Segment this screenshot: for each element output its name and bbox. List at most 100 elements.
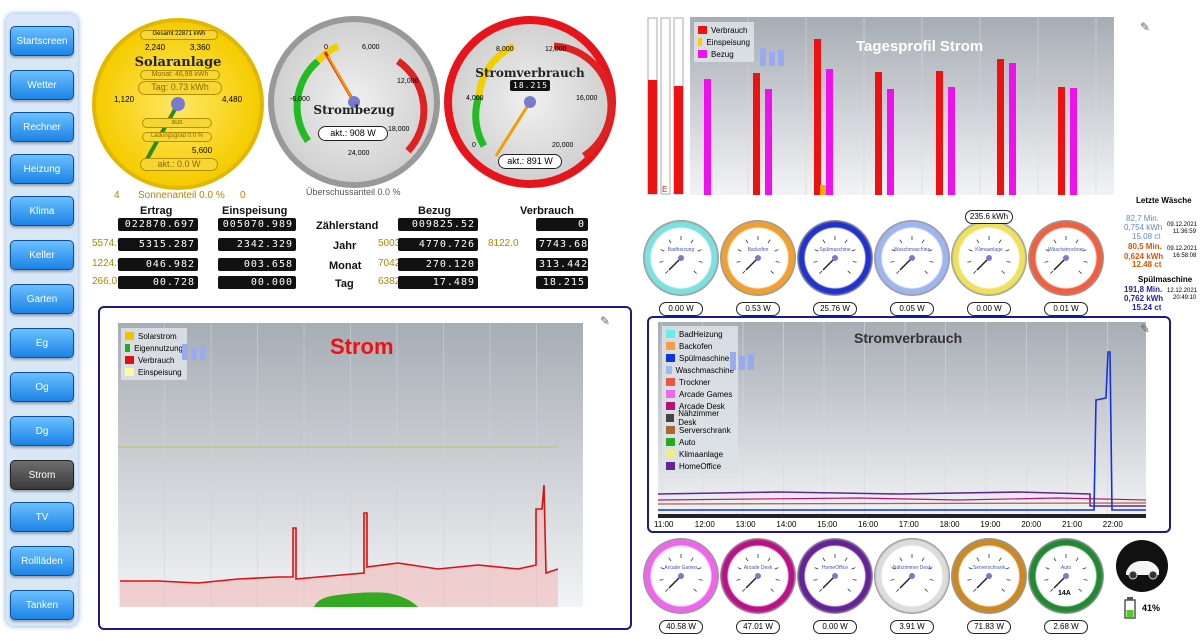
legend-item: Trockner [666, 376, 734, 388]
x-tick: 19:00 [980, 520, 1001, 529]
verbrauch-tick-0: 0 [472, 142, 476, 149]
legend-swatch [125, 368, 134, 376]
nav-tv[interactable]: TV [10, 502, 74, 532]
legend-item: Klimaanlage [666, 448, 734, 460]
legend-swatch [666, 426, 675, 434]
mini-gauge-extra: 14A [1058, 590, 1071, 597]
verbrauch-tick-16000: 16,000 [576, 95, 598, 102]
solar-title: Solaranlage [134, 55, 222, 70]
legend-swatch [125, 332, 134, 340]
legend-swatch [666, 342, 675, 350]
waesche-title: Letzte Wäsche [1136, 196, 1192, 205]
nav-og[interactable]: Og [10, 372, 74, 402]
stromverbrauch-edit-icon[interactable]: ✎ [1140, 322, 1151, 336]
verbrauch-tick-8000: 8,000 [496, 46, 514, 53]
strom-edit-icon[interactable]: ✎ [600, 314, 611, 328]
row-bezug-side: 7042.4 [378, 258, 409, 269]
legend-label: Verbrauch [711, 25, 748, 35]
row-label: Tag [335, 278, 354, 290]
sidebar: Startscreen Wetter Rechner Heizung Klima Kell… [6, 14, 78, 626]
legend-swatch [666, 378, 675, 386]
legend-swatch [666, 354, 675, 362]
solar-tick-5600: 5,600 [192, 146, 213, 155]
hdr-bezug: Bezug [418, 205, 451, 217]
row-label: Zählerstand [316, 220, 379, 232]
mini-gauge-name: Arcade Desk [743, 565, 773, 571]
mini-gauge-0: Badheizung [643, 220, 719, 296]
ueberschussanteil: Überschussanteil 0.0 % [306, 187, 401, 197]
mini-gauge-needle [1044, 236, 1088, 274]
mini-gauge-name: Arcade Games [664, 565, 698, 571]
nav-garten[interactable]: Garten [10, 284, 74, 314]
hdr-verbrauch: Verbrauch [520, 205, 574, 217]
legend-item: Arcade Games [666, 388, 734, 400]
strom-chart-title: Strom [330, 334, 394, 359]
mini-gauge-3: Nähzimmer Desk [874, 538, 950, 614]
verbrauch-tick-4000: 4,000 [466, 95, 484, 102]
nav-startscreen[interactable]: Startscreen [10, 26, 74, 56]
solar-tick-4480: 4,480 [222, 95, 243, 104]
nav-dg[interactable]: Dg [10, 416, 74, 446]
nav-klima[interactable]: Klima [10, 196, 74, 226]
legend-label: Nähzimmer Desk [678, 409, 720, 427]
strom-chart [118, 323, 583, 607]
legend-label: Klimaanlage [679, 449, 724, 459]
row-ertrag-side: 5574.9 [92, 238, 123, 249]
legend-item: HomeOffice [666, 460, 734, 472]
mini-gauge-name: Waschmaschine [893, 247, 931, 253]
mini-gauge-needle [890, 236, 934, 274]
row-bezug: 009825.52 [398, 218, 478, 231]
mini-gauge-value: 0.53 W [736, 302, 780, 316]
legend-label: Waschmaschine [675, 365, 734, 375]
nav-strom[interactable]: Strom [10, 460, 74, 490]
solar-tick-1120: 1,120 [114, 95, 135, 104]
row-ertrag-side: 1224.9 [92, 258, 123, 269]
legend-swatch [666, 438, 675, 446]
mini-gauge-value: 47.01 W [736, 620, 780, 634]
bezug-tick-12000: 12,000 [397, 78, 419, 85]
legend-label: Eigennutzung [134, 343, 183, 353]
mini-gauge-value: 0.00 W [659, 302, 703, 316]
legend-label: Verbrauch [138, 355, 175, 365]
nav-rollläden[interactable]: Rollläden [10, 546, 74, 576]
nav-rechner[interactable]: Rechner [10, 112, 74, 142]
stromverbrauch-chart-title: Stromverbrauch [854, 330, 963, 346]
mini-gauge-name: HomeOffice [821, 565, 849, 571]
row-einspeisung: 2342.329 [218, 238, 296, 251]
spuel-ct: 15.24 ct [1132, 303, 1162, 312]
veb-e: E [662, 185, 668, 194]
mini-gauge-value: 2.68 W [1044, 620, 1088, 634]
hdr-einspeisung: Einspeisung [222, 205, 288, 217]
mini-gauge-2: HomeOffice [797, 538, 873, 614]
legend-item: Einspeisung [125, 366, 183, 378]
nav-eg[interactable]: Eg [10, 328, 74, 358]
veb-v: V [649, 185, 655, 194]
legend-item: Solarstrom [125, 330, 183, 342]
row-ertrag: 00.728 [118, 276, 198, 289]
car-icon[interactable] [1116, 540, 1168, 592]
x-tick: 20:00 [1021, 520, 1042, 529]
mini-gauge-4: Klimaanlage [951, 220, 1027, 296]
waesche-1-ct: 15.08 ct [1132, 232, 1161, 241]
nav-heizung[interactable]: Heizung [10, 154, 74, 184]
mini-gauge-name: Serverschrank [972, 565, 1006, 571]
bezug-tick-18000: 18,000 [388, 126, 410, 133]
mini-gauge-name: Auto [1060, 565, 1072, 571]
row-bezug: 4770.726 [398, 238, 478, 251]
mini-gauge-1: Arcade Desk [720, 538, 796, 614]
nav-keller[interactable]: Keller [10, 240, 74, 270]
spuel-date: 12.12.2021 [1167, 288, 1198, 294]
nav-tanken[interactable]: Tanken [10, 590, 74, 620]
nav-wetter[interactable]: Wetter [10, 70, 74, 100]
row-ertrag-side: 266.0 [92, 276, 118, 287]
legend-item: Nähzimmer Desk [666, 409, 734, 427]
mini-gauge-value: 0.05 W [890, 302, 934, 316]
waesche-2-min: 80,5 Min. [1128, 242, 1162, 251]
row-bezug: 270.120 [398, 258, 478, 271]
mini-gauge-0: Arcade Games [643, 538, 719, 614]
legend-item: Eigennutzung [125, 342, 183, 354]
legend-item: Bezug [698, 48, 750, 60]
x-tick: 21:00 [1062, 520, 1083, 529]
solar-tag: Tag: 0.73 kWh [138, 81, 222, 95]
tagesprofil-edit-icon[interactable]: ✎ [1140, 20, 1151, 34]
